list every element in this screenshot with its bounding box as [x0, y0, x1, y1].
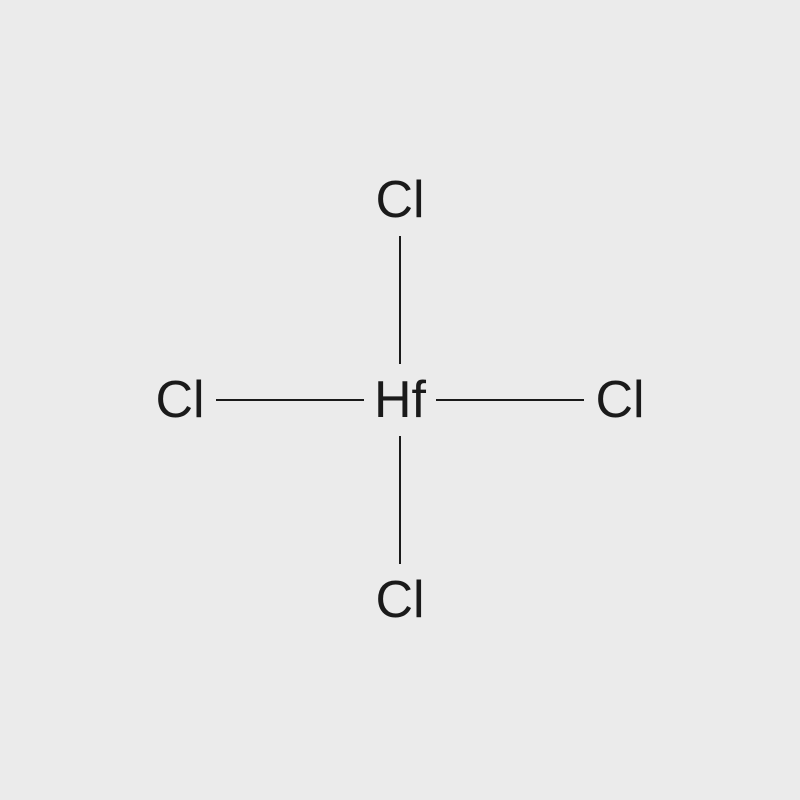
- atom-center-hf: Hf: [374, 374, 426, 426]
- atom-top-cl: Cl: [375, 174, 424, 226]
- atom-left-cl: Cl: [155, 374, 204, 426]
- atom-right-cl: Cl: [595, 374, 644, 426]
- chemical-structure-diagram: Hf Cl Cl Cl Cl: [0, 0, 800, 800]
- atom-bottom-cl: Cl: [375, 574, 424, 626]
